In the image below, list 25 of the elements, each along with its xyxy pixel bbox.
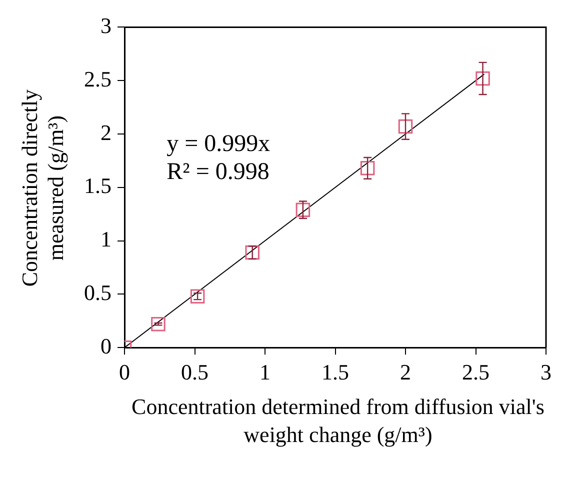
point (151, 316, 166, 332)
y-tick-label: 1 (100, 226, 112, 252)
x-tick-label: 1 (260, 360, 270, 385)
y-tick-label: 1.5 (84, 173, 112, 198)
y-tick-label: 0 (100, 333, 112, 358)
x-tick-label: 2.5 (462, 360, 490, 385)
y-tick-label: 0.5 (84, 280, 112, 305)
point (398, 119, 413, 134)
point (296, 202, 310, 217)
annotation: R² = 0.998 (166, 159, 270, 186)
y-axis-title: Concentration directly measured (g/m³) (17, 88, 69, 289)
point (245, 245, 260, 260)
x-tick-label: 1.5 (322, 360, 349, 385)
point (476, 71, 490, 86)
y-tick-label: 2 (100, 120, 112, 145)
point (360, 161, 375, 176)
point (190, 289, 205, 304)
x-tick-label: 3 (540, 360, 552, 385)
y-tick-label: 3 (100, 12, 112, 38)
y-tick-label: 2.5 (84, 66, 112, 92)
annotation: y = 0.999x (166, 131, 270, 158)
x-axis-title: Concentration determined from diffusion vial's weight change (g/m³) (130, 393, 546, 449)
x-tick-label: 2 (400, 360, 411, 385)
x-tick-label: 0.5 (181, 360, 208, 385)
x-tick-label: 0 (119, 360, 130, 385)
